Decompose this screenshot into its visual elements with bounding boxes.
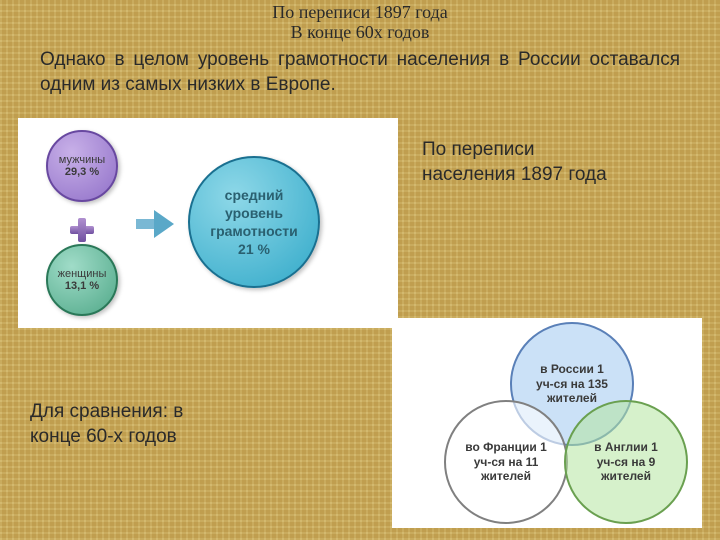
women-value: 13,1 %	[65, 280, 99, 292]
france-circle: во Франции 1 уч-ся на 11 жителей	[444, 400, 568, 524]
arrow-icon	[154, 210, 174, 238]
intro-paragraph: Однако в целом уровень грамотности насел…	[40, 48, 680, 97]
england-circle: в Англии 1 уч-ся на 9 жителей	[564, 400, 688, 524]
annotation-comparison: Для сравнения: в конце 60-х годов	[30, 400, 183, 449]
arrow-tail	[136, 219, 154, 229]
women-label: женщины	[58, 268, 107, 280]
anno-right-l1: По переписи	[422, 138, 607, 163]
men-label: мужчины	[59, 154, 105, 166]
avg-line1: средний	[225, 186, 284, 204]
annotation-census: По переписи населения 1897 года	[422, 138, 607, 187]
women-circle: женщины 13,1 %	[46, 244, 118, 316]
title-line2: В конце 60х годов	[0, 22, 720, 43]
title-line1: По переписи 1897 года	[0, 2, 720, 23]
avg-line4: 21 %	[238, 240, 270, 258]
men-circle: мужчины 29,3 %	[46, 130, 118, 202]
anno-right-l2: населения 1897 года	[422, 163, 607, 188]
average-circle: средний уровень грамотности 21 %	[188, 156, 320, 288]
comparison-diagram-panel: в России 1 уч-ся на 135 жителей во Франц…	[392, 318, 702, 528]
anno-left-l2: конце 60-х годов	[30, 425, 183, 450]
plus-icon	[68, 216, 96, 244]
men-value: 29,3 %	[65, 166, 99, 178]
literacy-diagram-panel: мужчины 29,3 % женщины 13,1 % средний ур…	[18, 118, 398, 328]
anno-left-l1: Для сравнения: в	[30, 400, 183, 425]
avg-line3: грамотности	[210, 222, 297, 240]
avg-line2: уровень	[225, 204, 283, 222]
